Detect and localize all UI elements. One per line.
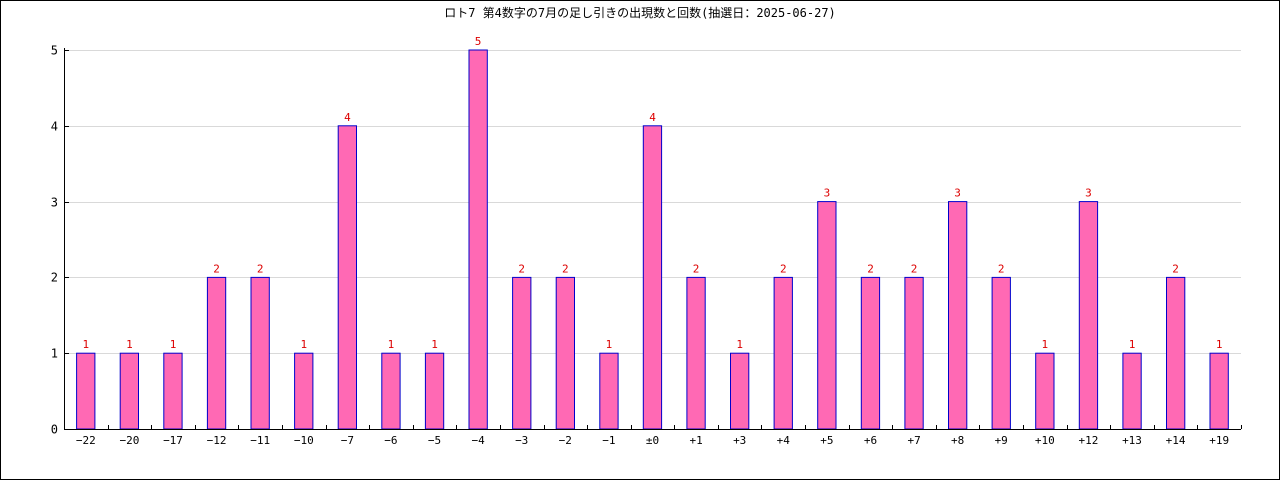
x-tick-label: +8 xyxy=(951,434,964,447)
bar-13 xyxy=(642,125,663,430)
x-tick-label: −10 xyxy=(294,434,314,447)
y-tick-label: 1 xyxy=(51,347,58,361)
data-label: 1 xyxy=(388,338,395,351)
data-label: 2 xyxy=(518,262,525,275)
bar-3 xyxy=(206,276,227,430)
x-tick-label: −12 xyxy=(207,434,227,447)
y-tick-label: 2 xyxy=(51,271,58,285)
bar-10 xyxy=(512,276,532,430)
x-tick-label: −17 xyxy=(163,434,183,447)
chart-title: ロト7 第4数字の7月の足し引きの出現数と回数(抽選日：2025-06-27) xyxy=(444,6,836,20)
bar-21 xyxy=(991,276,1011,430)
data-label: 1 xyxy=(736,338,743,351)
x-tick-label: −3 xyxy=(515,434,528,447)
x-tick-label: +4 xyxy=(777,434,791,447)
bar-25 xyxy=(1166,276,1186,430)
bar-24 xyxy=(1122,352,1142,430)
data-label: 1 xyxy=(170,338,177,351)
bar-26 xyxy=(1209,352,1229,430)
x-tick-label: −2 xyxy=(559,434,572,447)
x-tick-label: +14 xyxy=(1166,434,1186,447)
bar-9 xyxy=(468,49,488,430)
bar-15 xyxy=(730,352,750,430)
bar-11 xyxy=(555,276,576,430)
x-tick-label: +7 xyxy=(907,434,920,447)
data-label: 1 xyxy=(126,338,133,351)
x-tick-label: +12 xyxy=(1078,434,1098,447)
data-label: 1 xyxy=(1129,338,1136,351)
bars xyxy=(76,49,1229,430)
bar-7 xyxy=(381,352,401,430)
x-tick-label: +3 xyxy=(733,434,746,447)
data-label: 3 xyxy=(954,187,961,200)
x-tick-label: −5 xyxy=(428,434,441,447)
bar-23 xyxy=(1078,201,1099,430)
data-label: 1 xyxy=(82,338,89,351)
data-label: 1 xyxy=(1216,338,1223,351)
bar-1 xyxy=(119,352,139,430)
bar-16 xyxy=(773,276,793,430)
data-label: 2 xyxy=(780,262,787,275)
axes: 0 1 2 3 4 5 −22 −20 −17 −12 −11 −10 −7 −6 −5 −4 −3 −2 −1 ±0… xyxy=(51,44,1242,447)
data-label: 2 xyxy=(693,262,700,275)
data-label: 5 xyxy=(475,35,482,48)
y-tick-label: 5 xyxy=(51,44,58,58)
bar-18 xyxy=(860,276,881,430)
data-label: 3 xyxy=(824,187,831,200)
x-tick-label: +1 xyxy=(689,434,702,447)
x-tick-label: +13 xyxy=(1122,434,1142,447)
bar-8 xyxy=(424,352,445,430)
bar-22 xyxy=(1035,352,1055,430)
data-label: 2 xyxy=(911,262,918,275)
x-tick-label: −20 xyxy=(119,434,139,447)
x-tick-label: ±0 xyxy=(646,434,659,447)
bar-17 xyxy=(817,201,837,430)
data-label: 3 xyxy=(1085,187,1092,200)
data-label: 1 xyxy=(300,338,307,351)
data-label: 2 xyxy=(213,262,220,275)
y-tick-label: 0 xyxy=(51,423,58,437)
x-tick-label: +6 xyxy=(864,434,877,447)
bar-20 xyxy=(948,201,968,430)
x-tick-label: +19 xyxy=(1209,434,1229,447)
x-tick-label: +9 xyxy=(995,434,1008,447)
data-label: 4 xyxy=(344,111,351,124)
x-tick-label: −1 xyxy=(602,434,615,447)
data-label: 2 xyxy=(1172,262,1179,275)
x-tick-label: +10 xyxy=(1035,434,1055,447)
bar-6 xyxy=(337,125,358,430)
x-tick-label: −4 xyxy=(471,434,485,447)
y-tick-label: 3 xyxy=(51,196,58,210)
data-label: 2 xyxy=(562,262,569,275)
data-label: 2 xyxy=(998,262,1005,275)
data-label: 1 xyxy=(606,338,613,351)
bar-4 xyxy=(250,276,270,430)
bar-0 xyxy=(76,352,96,430)
bar-12 xyxy=(599,352,619,430)
data-label: 4 xyxy=(649,111,656,124)
data-label: 2 xyxy=(867,262,874,275)
bar-14 xyxy=(686,276,706,430)
x-tick-label: −6 xyxy=(384,434,397,447)
bar-2 xyxy=(163,352,183,430)
x-tick-label: −7 xyxy=(341,434,354,447)
bar-5 xyxy=(294,352,314,430)
data-labels: 1 1 1 2 2 1 4 1 1 5 2 2 1 4 2 1 2 3 2 2 3 2 1 3 1 2 1 xyxy=(82,35,1222,351)
x-tick-label: −11 xyxy=(250,434,270,447)
x-tick-label: −22 xyxy=(76,434,96,447)
bar-19 xyxy=(904,276,924,430)
data-label: 1 xyxy=(431,338,438,351)
x-tick-label: +5 xyxy=(820,434,833,447)
y-tick-label: 4 xyxy=(51,120,58,134)
data-label: 1 xyxy=(1041,338,1048,351)
data-label: 2 xyxy=(257,262,264,275)
